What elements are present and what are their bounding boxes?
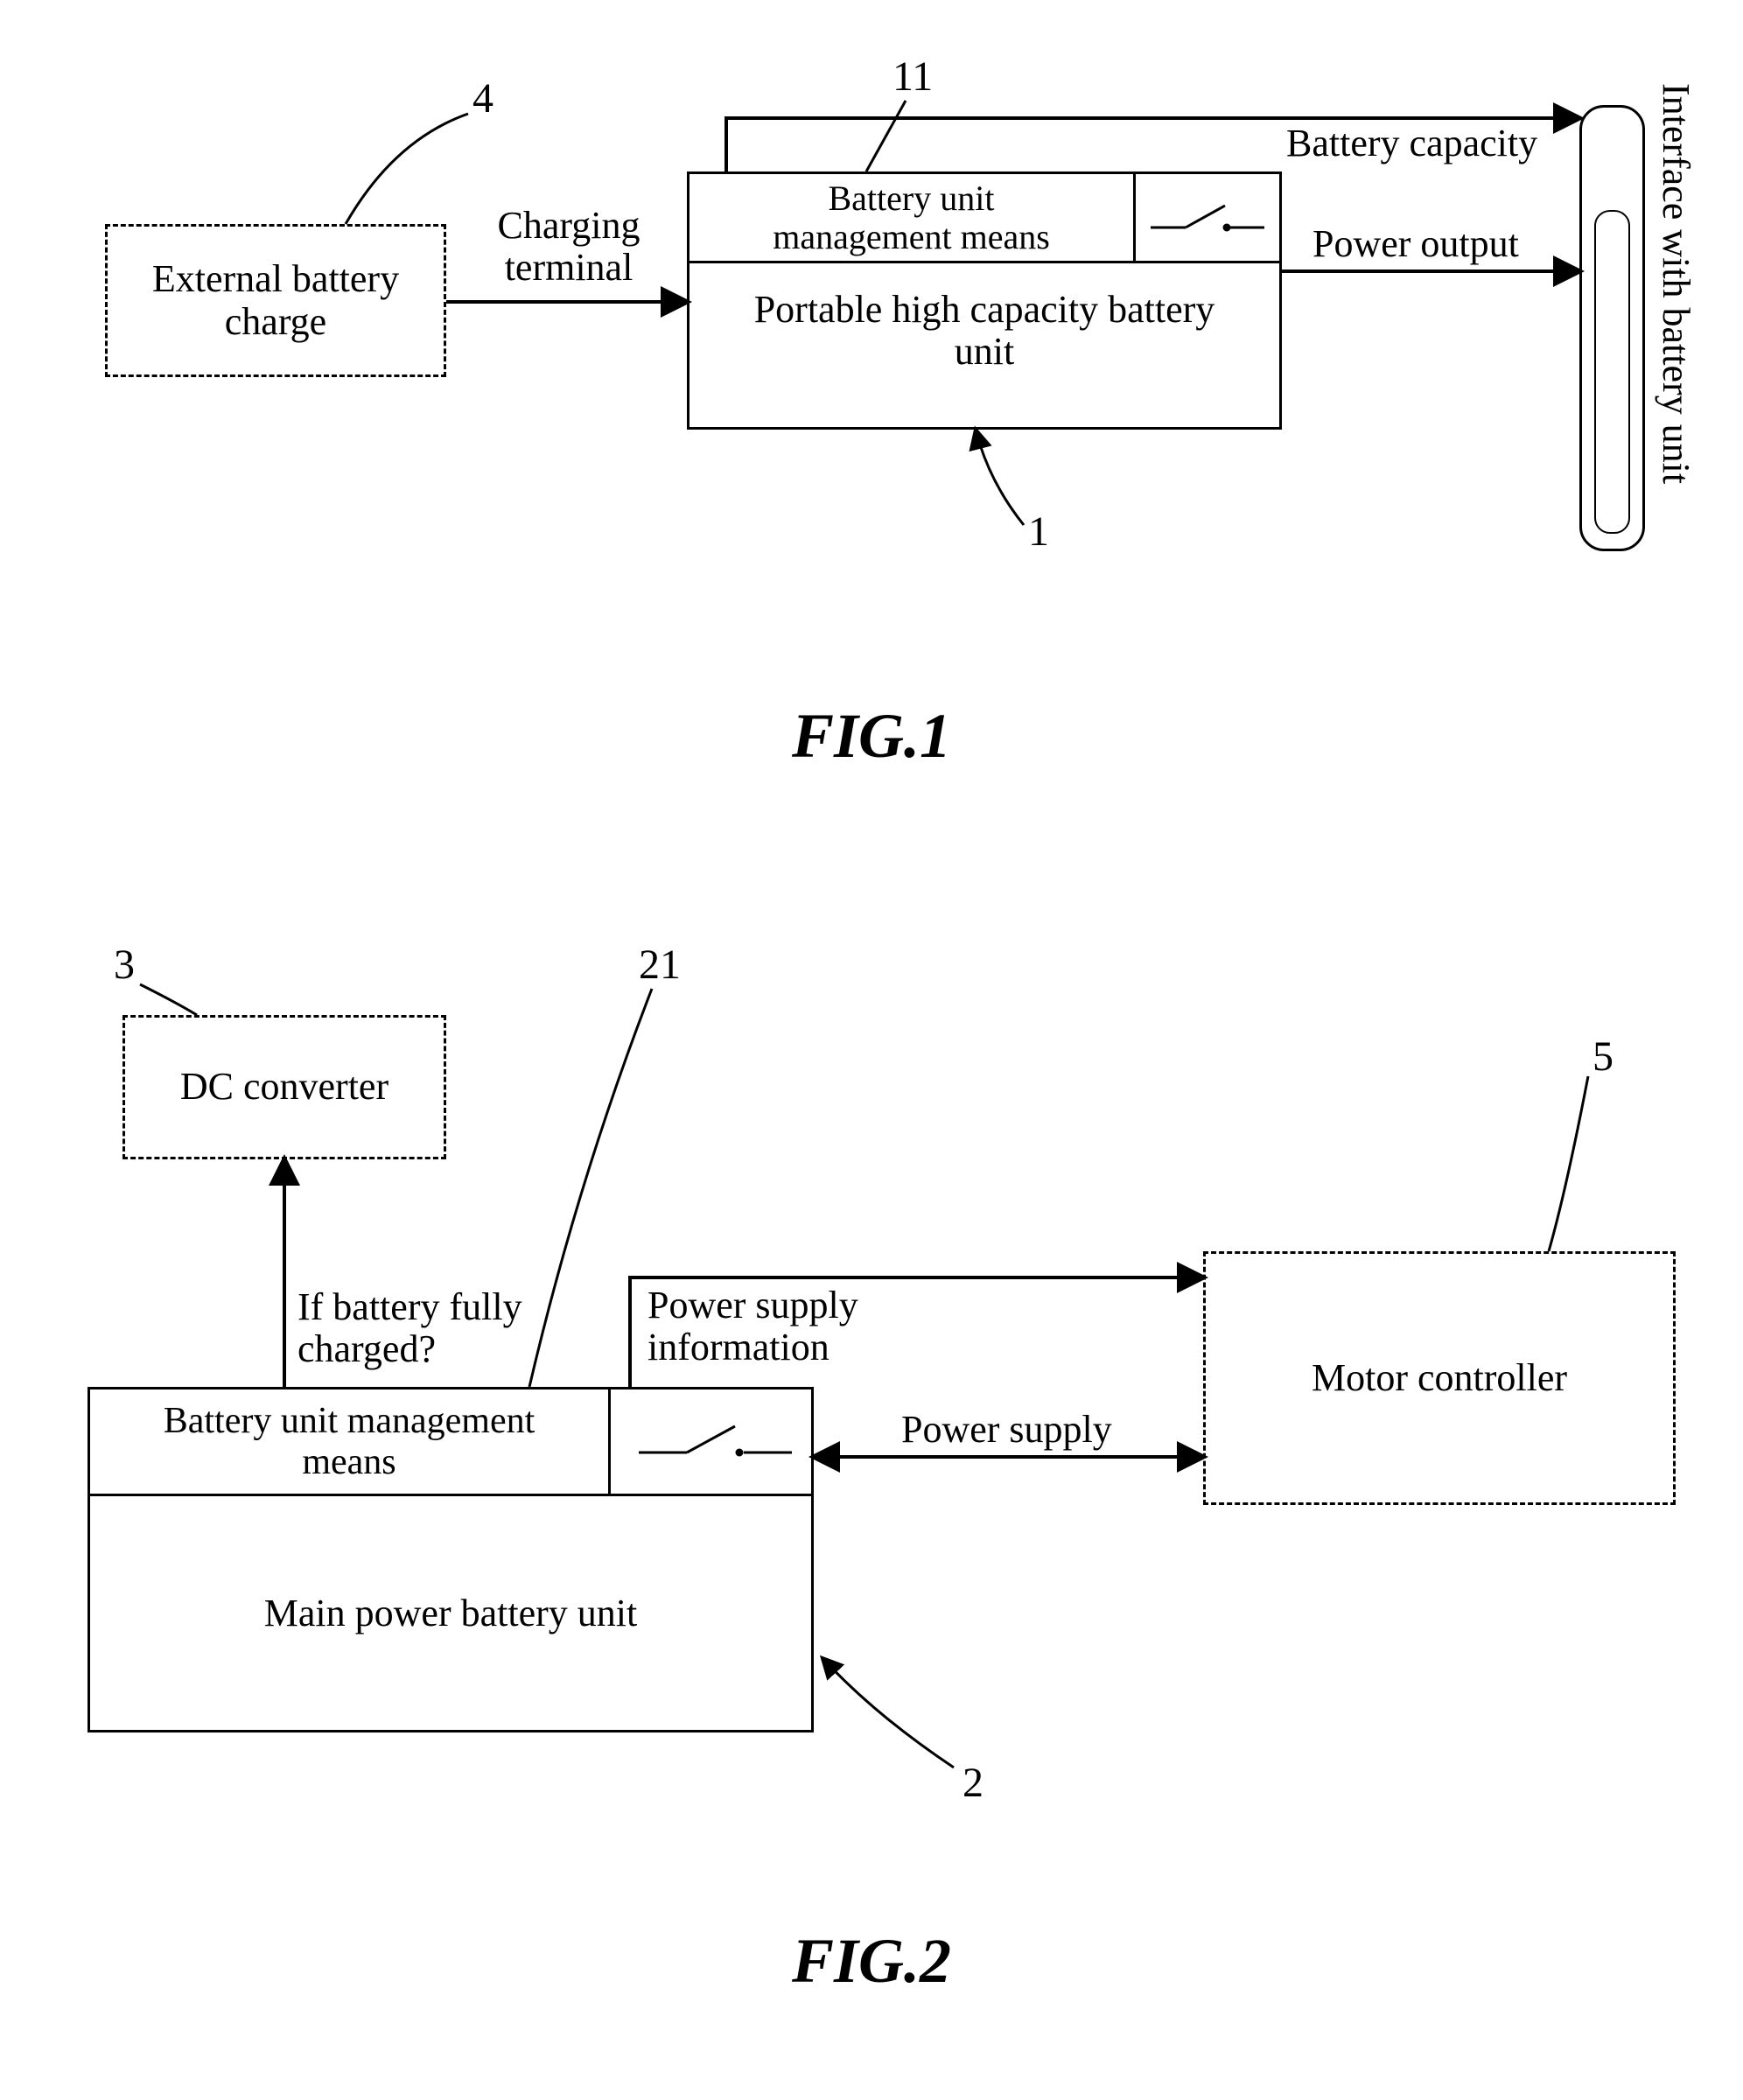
portable-battery-unit-label: Portable high capacity battery unit bbox=[687, 289, 1282, 374]
fully-charged-label: If battery fully charged? bbox=[298, 1286, 522, 1371]
battery-management-means-label-fig1: Battery unit management means bbox=[773, 179, 1050, 256]
fig2-title: FIG.2 bbox=[0, 1925, 1743, 1998]
battery-capacity-label: Battery capacity bbox=[1286, 122, 1537, 164]
ref-5: 5 bbox=[1592, 1032, 1614, 1081]
interface-label: Interface with battery unit bbox=[1654, 83, 1698, 556]
ref-21: 21 bbox=[639, 941, 681, 989]
ref-4: 4 bbox=[472, 74, 494, 122]
battery-management-means-box-fig1: Battery unit management means bbox=[687, 172, 1133, 263]
battery-management-means-label-fig2: Battery unit management means bbox=[164, 1401, 536, 1481]
battery-management-means-box-fig2: Battery unit management means bbox=[88, 1387, 608, 1496]
dc-converter-label: DC converter bbox=[180, 1066, 388, 1108]
ref-11: 11 bbox=[892, 52, 933, 101]
ref-3: 3 bbox=[114, 941, 135, 989]
charging-terminal-label: Charging terminal bbox=[464, 205, 674, 290]
switch-box-fig2 bbox=[608, 1387, 814, 1496]
motor-controller-box: Motor controller bbox=[1203, 1251, 1676, 1505]
ref-2: 2 bbox=[962, 1759, 984, 1807]
power-output-label: Power output bbox=[1312, 223, 1519, 265]
ref-1: 1 bbox=[1028, 508, 1049, 556]
main-battery-unit-label: Main power battery unit bbox=[88, 1592, 814, 1634]
ps-info-label: Power supply information bbox=[648, 1284, 858, 1369]
external-battery-charge-label: External battery charge bbox=[152, 258, 399, 343]
interface-inner bbox=[1594, 210, 1630, 534]
switch-box-fig1 bbox=[1133, 172, 1282, 263]
fig1-title: FIG.1 bbox=[0, 700, 1743, 773]
external-battery-charge-box: External battery charge bbox=[105, 224, 446, 377]
motor-controller-label: Motor controller bbox=[1312, 1357, 1567, 1399]
ps-label: Power supply bbox=[901, 1409, 1112, 1451]
dc-converter-box: DC converter bbox=[122, 1015, 446, 1159]
